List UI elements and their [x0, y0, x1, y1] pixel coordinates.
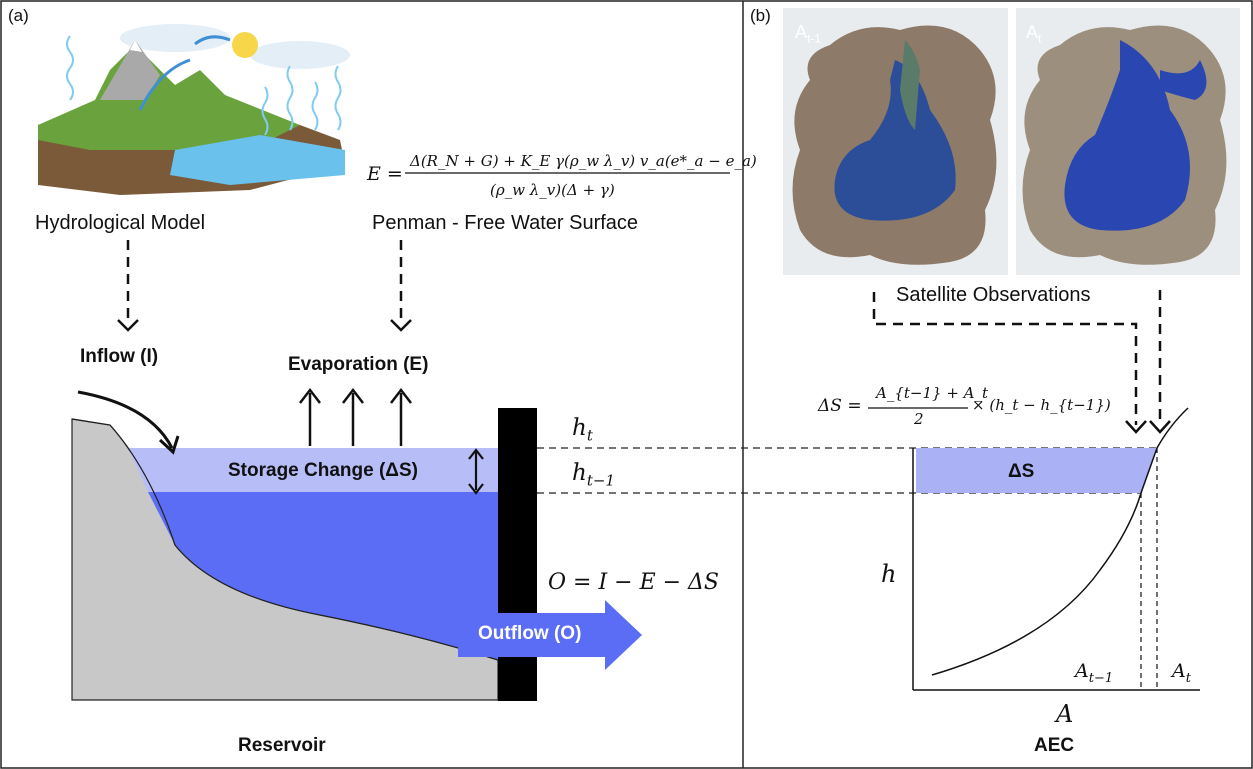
- satellite-arrows: [872, 290, 1171, 434]
- outflow-label: Outflow (O): [478, 623, 582, 644]
- reservoir-cross-section: [71, 408, 537, 701]
- storage-double-arrow: [468, 448, 484, 495]
- evaporation-label: Evaporation (E): [288, 354, 429, 375]
- aec-label: AEC: [1034, 735, 1075, 756]
- ht1-label: ht−1: [572, 460, 615, 490]
- evaporation-arrows: [299, 387, 412, 446]
- water-body: [148, 492, 498, 660]
- hydrological-cycle-illustration: [38, 24, 350, 195]
- aec-plot: [912, 407, 1200, 691]
- storage-eq-lhs: ΔS =: [818, 396, 862, 416]
- model-arrows: [117, 240, 412, 332]
- hydrological-model-label: Hydrological Model: [35, 212, 206, 234]
- reservoir-label: Reservoir: [238, 735, 326, 756]
- sun-icon: [232, 32, 258, 58]
- water-level-lines: [537, 447, 1156, 494]
- at1-tick-label: At−1: [1075, 660, 1114, 686]
- sat-right-label: At: [1026, 22, 1042, 46]
- outflow-arrow: [458, 600, 642, 670]
- satellite-image-t-1: [783, 8, 1008, 275]
- storage-change-layer: [128, 448, 498, 492]
- ht-label: ht: [572, 415, 593, 445]
- inflow-label: Inflow (I): [80, 346, 159, 367]
- sat-left-label: At-1: [795, 22, 822, 46]
- penman-lhs: E =: [366, 163, 403, 185]
- penman-denominator: (ρ_w λ_v)(Δ + γ): [490, 181, 615, 199]
- penman-equation: E = Δ(R_N + G) + K_E γ(ρ_w λ_v) v_a(e*_a…: [366, 152, 757, 199]
- at-tick-label: At: [1172, 660, 1191, 686]
- penman-label: Penman - Free Water Surface: [372, 212, 639, 234]
- panel-a-tag: (a): [8, 6, 29, 25]
- penman-numerator: Δ(R_N + G) + K_E γ(ρ_w λ_v) v_a(e*_a − e…: [409, 152, 757, 170]
- aec-a-axis-label: A: [1056, 700, 1074, 728]
- outflow-equation: O = I − E − ΔS: [548, 570, 720, 595]
- delta-s-band: [916, 448, 1157, 493]
- delta-s-label: ΔS: [1008, 461, 1035, 482]
- satellite-image-t: [1016, 8, 1240, 275]
- aec-h-axis-label: h: [881, 560, 897, 588]
- storage-eq-num: A_{t−1} + A_t: [876, 384, 989, 402]
- panel-b-tag: (b): [750, 6, 771, 25]
- storage-eq-rhs: × (h_t − h_{t−1}): [972, 396, 1111, 414]
- storage-eq-den: 2: [914, 410, 924, 428]
- dam: [498, 408, 537, 701]
- storage-change-label: Storage Change (ΔS): [228, 460, 418, 481]
- inflow-arrow: [77, 390, 180, 455]
- aec-curve: [931, 407, 1189, 676]
- satellite-observations-label: Satellite Observations: [896, 284, 1091, 306]
